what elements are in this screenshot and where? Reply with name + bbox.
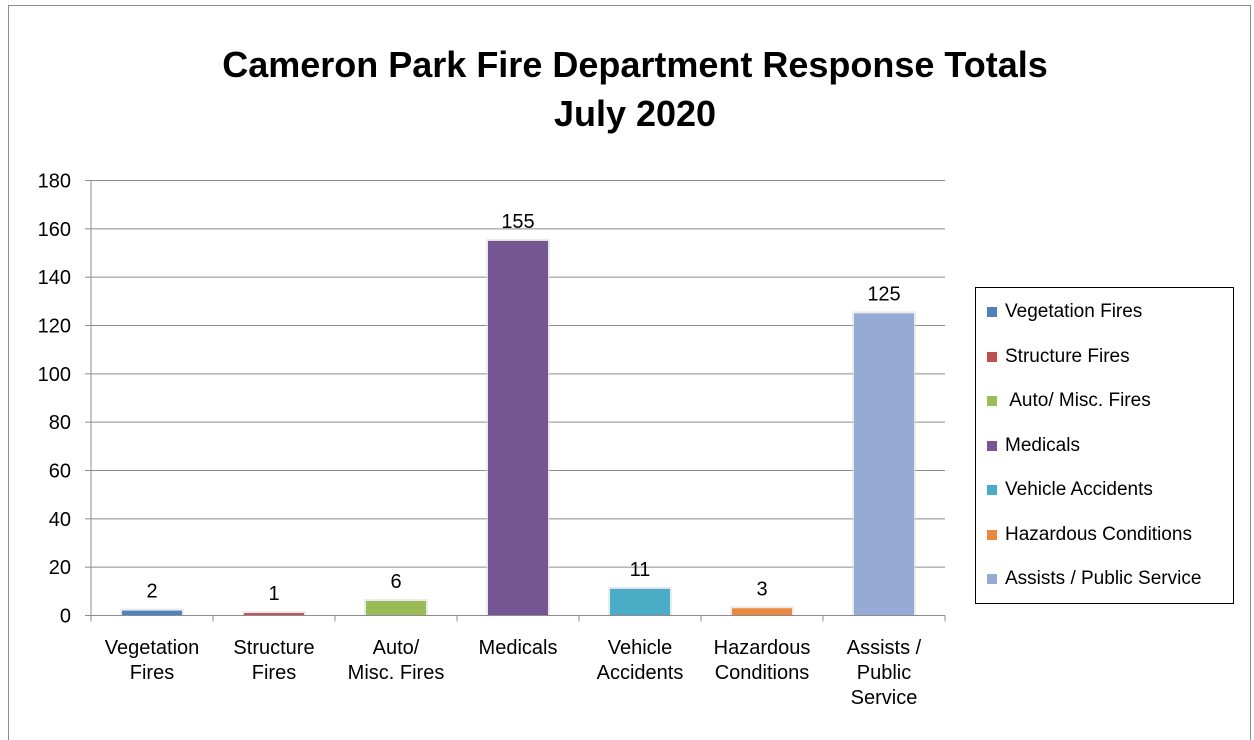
legend-label: Structure Fires [1005,345,1130,367]
data-label: 125 [867,283,900,305]
legend-item: Vegetation Fires [987,297,1142,327]
legend-item: Medicals [987,431,1080,461]
x-tick-label-line: Fires [130,662,174,684]
legend-swatch [987,529,997,540]
x-tick-label: Assists / Public Service [847,637,922,709]
y-tick-label: 180 [38,171,71,193]
data-label: 3 [756,578,767,600]
bar [854,313,914,616]
x-tick-label-line: Vegetation [105,637,200,659]
legend-label: Hazardous Conditions [1005,523,1192,545]
chart-title-line-2: July 2020 [553,93,717,134]
x-tick-label-line: Conditions [715,662,810,684]
x-tick-label-line: Service [851,687,918,709]
bar-group [364,599,428,616]
bar [244,613,304,616]
chart-title-line-1: Cameron Park Fire Department Response To… [222,44,1048,85]
legend-swatch [987,485,997,495]
legend-label: Vegetation Fires [1005,301,1143,322]
x-tick-label: Auto/Misc. Fires [348,637,445,684]
y-tick-label: 100 [38,364,71,386]
bar [122,610,182,616]
bar-group [120,608,184,616]
x-tick-label-line: Assists / [847,637,922,659]
bar-group [730,606,794,616]
x-tick-label: Vehicle Accidents [597,637,684,684]
bar [366,601,426,616]
bar-group [242,611,306,616]
y-tick-label: 0 [60,606,71,628]
legend-label: Medicals [1005,434,1080,456]
y-tick-label: 80 [49,412,71,434]
x-tick-label: Medicals [479,637,558,659]
y-tick-label: 120 [38,316,71,338]
legend-label: Assists / Public Service [1005,568,1202,589]
x-tick-label-line: Misc. Fires [348,662,445,684]
x-tick-label: Structure Fires [233,637,314,684]
legend-swatch [987,307,997,317]
bar [610,588,670,616]
x-tick-label-line: Vehicle [608,637,673,659]
x-tick-label: Vegetation Fires [105,637,200,684]
bar-group [608,586,672,616]
data-label: 11 [630,559,651,581]
legend-item: Structure Fires [987,342,1130,372]
legend-label: Auto/ Misc. Fires [1005,390,1151,411]
legend-swatch [987,396,997,406]
y-tick-label: 140 [38,267,71,289]
y-tick-label: 40 [49,509,71,531]
data-label: 155 [501,211,534,233]
x-tick-label-line: Hazardous [714,637,811,659]
legend-swatch [987,440,997,451]
bar-group [486,238,550,616]
bar [732,608,792,616]
chart-legend: Vegetation Fires Structure Fires Auto/ Mi… [975,287,1234,604]
x-tick-label-line: Auto/ [373,637,420,659]
y-tick-label: 20 [49,557,71,579]
data-label: 2 [146,581,157,603]
x-tick-label-line: Fires [252,662,296,684]
data-label: 1 [268,583,279,605]
bar-group [852,311,916,616]
x-tick-label-line: Public [857,662,911,684]
legend-item: Hazardous Conditions [987,520,1192,550]
data-label: 6 [390,571,401,593]
y-tick-label: 160 [38,219,71,241]
legend-item: Assists / Public Service [987,564,1201,594]
legend-label: Vehicle Accidents [1005,479,1153,500]
x-tick-label-line: Medicals [479,637,558,659]
bar [488,240,548,616]
legend-item: Auto/ Misc. Fires [987,386,1151,416]
legend-item: Vehicle Accidents [987,475,1153,505]
x-tick-label-line: Accidents [597,662,684,684]
x-tick-label: Hazardous Conditions [714,637,811,684]
x-tick-label-line: Structure [233,637,314,659]
y-tick-label: 60 [49,461,71,483]
legend-swatch [987,574,997,584]
legend-swatch [987,351,997,362]
chart-title: Cameron Park Fire Department Response To… [0,40,1254,138]
